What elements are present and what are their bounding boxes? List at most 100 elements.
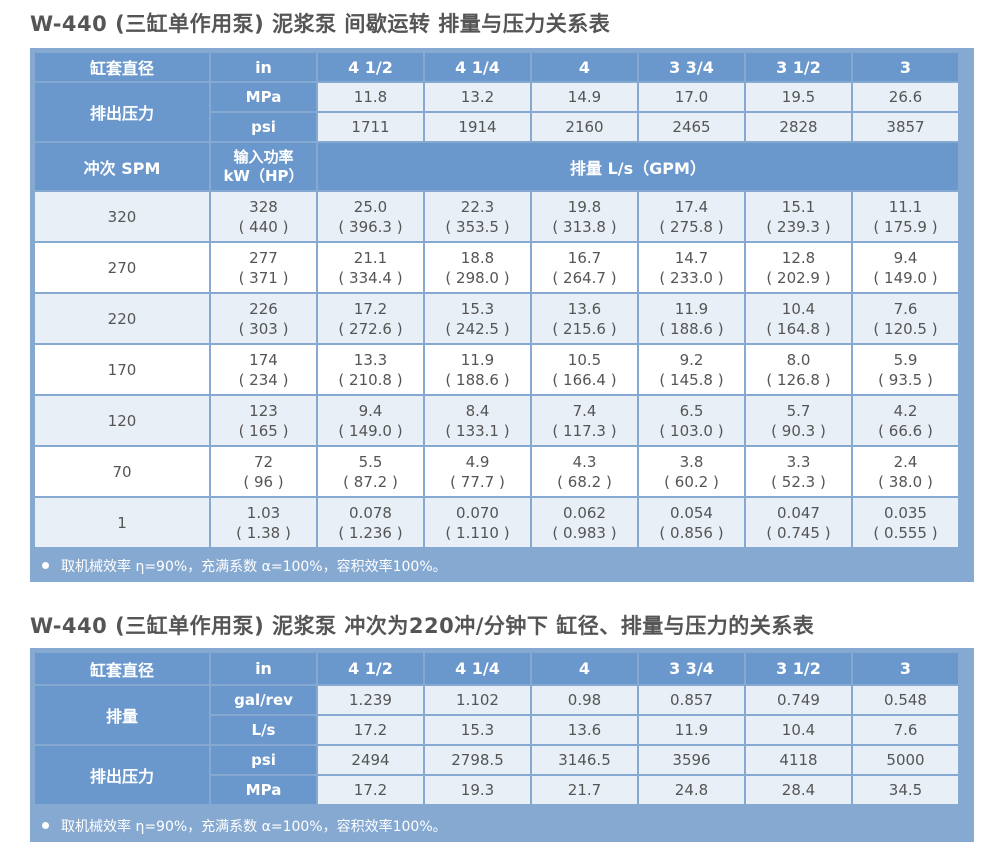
- power-kw: 72: [253, 452, 274, 471]
- flow-cell: 11.9( 188.6 ): [425, 345, 530, 394]
- flow-cell: 10.5( 166.4 ): [532, 345, 637, 394]
- power-hp: ( 440 ): [238, 217, 289, 236]
- size-header: 4 1/2: [318, 53, 423, 81]
- size-header: 4: [532, 653, 637, 684]
- unit-psi-label: psi: [211, 746, 316, 774]
- flow-cell: 12.8( 202.9 ): [746, 243, 851, 292]
- flow-cell: 0.054( 0.856 ): [639, 498, 744, 547]
- pressure-psi-cell: 1711: [318, 113, 423, 141]
- unit-mpa-label: MPa: [211, 776, 316, 804]
- size-header: 3: [853, 53, 958, 81]
- mpa-cell: 24.8: [639, 776, 744, 804]
- size-header: 4 1/4: [425, 653, 530, 684]
- psi-cell: 3596: [639, 746, 744, 774]
- unit-ls-label: L/s: [211, 716, 316, 744]
- flow-gpm: ( 93.5 ): [878, 370, 933, 389]
- power-hp: ( 234 ): [238, 370, 289, 389]
- flow-gpm: ( 233.0 ): [659, 268, 724, 287]
- galrev-cell: 1.239: [318, 686, 423, 714]
- flow-ls: 3.3: [786, 452, 811, 471]
- mpa-cell: 28.4: [746, 776, 851, 804]
- flow-ls: 11.9: [674, 299, 709, 318]
- flow-cell: 14.7( 233.0 ): [639, 243, 744, 292]
- flow-gpm: ( 166.4 ): [552, 370, 617, 389]
- size-header: 3 3/4: [639, 653, 744, 684]
- galrev-cell: 0.857: [639, 686, 744, 714]
- flow-gpm: ( 90.3 ): [771, 421, 826, 440]
- flow-gpm: ( 164.8 ): [766, 319, 831, 338]
- flow-cell: 4.9( 77.7 ): [425, 447, 530, 496]
- power-hp: ( 303 ): [238, 319, 289, 338]
- flow-ls: 18.8: [460, 248, 495, 267]
- ls-cell: 15.3: [425, 716, 530, 744]
- pressure-label: 排出压力: [35, 746, 209, 804]
- flow-gpm: ( 275.8 ): [659, 217, 724, 236]
- galrev-cell: 0.548: [853, 686, 958, 714]
- spm-row: 170 174( 234 ) 13.3( 210.8 ) 11.9( 188.6 ) 1…: [35, 345, 958, 394]
- flow-ls: 5.5: [358, 452, 383, 471]
- unit-galrev-label: gal/rev: [211, 686, 316, 714]
- flow-gpm: ( 145.8 ): [659, 370, 724, 389]
- flow-gpm: ( 353.5 ): [445, 217, 510, 236]
- flow-gpm: ( 242.5 ): [445, 319, 510, 338]
- flow-ls: 5.7: [786, 401, 811, 420]
- flow-cell: 18.8( 298.0 ): [425, 243, 530, 292]
- flow-cell: 8.4( 133.1 ): [425, 396, 530, 445]
- mpa-cell: 17.2: [318, 776, 423, 804]
- flow-gpm: ( 103.0 ): [659, 421, 724, 440]
- flow-gpm: ( 149.0 ): [338, 421, 403, 440]
- flow-gpm: ( 120.5 ): [873, 319, 938, 338]
- flow-ls: 9.4: [358, 401, 383, 420]
- flow-ls: 13.6: [567, 299, 602, 318]
- flow-gpm: ( 52.3 ): [771, 472, 826, 491]
- flow-gpm: ( 1.236 ): [338, 523, 403, 542]
- flow-ls: 8.0: [786, 350, 811, 369]
- flow-ls: 0.047: [777, 503, 820, 522]
- flow-cell: 5.9( 93.5 ): [853, 345, 958, 394]
- flow-cell: 8.0( 126.8 ): [746, 345, 851, 394]
- power-header: 输入功率 kW（HP）: [211, 143, 316, 190]
- flow-gpm: ( 0.983 ): [552, 523, 617, 542]
- spm-cell: 320: [35, 192, 209, 241]
- flow-ls: 8.4: [465, 401, 490, 420]
- flow-gpm: ( 298.0 ): [445, 268, 510, 287]
- flow-ls: 14.7: [674, 248, 709, 267]
- spm-cell: 120: [35, 396, 209, 445]
- flow-gpm: ( 175.9 ): [873, 217, 938, 236]
- flow-gpm: ( 188.6 ): [445, 370, 510, 389]
- pressure-psi-cell: 2828: [746, 113, 851, 141]
- table2: 缸套直径 in 4 1/2 4 1/4 4 3 3/4 3 1/2 3 排量 g…: [33, 651, 960, 806]
- flow-ls: 0.054: [670, 503, 713, 522]
- flow-ls: 6.5: [679, 401, 704, 420]
- size-header: 4: [532, 53, 637, 81]
- table1: 缸套直径 in 4 1/2 4 1/4 4 3 3/4 3 1/2 3 排出压力…: [33, 51, 960, 549]
- flow-ls: 13.3: [353, 350, 388, 369]
- flow-cell: 25.0( 396.3 ): [318, 192, 423, 241]
- flow-gpm: ( 133.1 ): [445, 421, 510, 440]
- flow-ls: 25.0: [353, 197, 388, 216]
- flow-ls: 12.8: [781, 248, 816, 267]
- ls-cell: 11.9: [639, 716, 744, 744]
- unit-in-label: in: [211, 53, 316, 81]
- flow-cell: 7.4( 117.3 ): [532, 396, 637, 445]
- size-header: 4 1/4: [425, 53, 530, 81]
- flow-ls: 9.4: [893, 248, 918, 267]
- power-cell: 123( 165 ): [211, 396, 316, 445]
- flow-ls: 17.2: [353, 299, 388, 318]
- spm-cell: 220: [35, 294, 209, 343]
- flow-cell: 0.047( 0.745 ): [746, 498, 851, 547]
- flow-ls: 19.8: [567, 197, 602, 216]
- power-kw: 174: [249, 350, 278, 369]
- galrev-cell: 0.749: [746, 686, 851, 714]
- power-hp: ( 1.38 ): [236, 523, 291, 542]
- flow-gpm: ( 0.745 ): [766, 523, 831, 542]
- flow-cell: 0.078( 1.236 ): [318, 498, 423, 547]
- flow-ls: 16.7: [567, 248, 602, 267]
- flow-ls: 17.4: [674, 197, 709, 216]
- spm-row: 120 123( 165 ) 9.4( 149.0 ) 8.4( 133.1 ) 7.4…: [35, 396, 958, 445]
- flow-cell: 13.3( 210.8 ): [318, 345, 423, 394]
- pressure-mpa-cell: 19.5: [746, 83, 851, 111]
- flow-cell: 9.2( 145.8 ): [639, 345, 744, 394]
- flow-gpm: ( 87.2 ): [343, 472, 398, 491]
- unit-in-label: in: [211, 653, 316, 684]
